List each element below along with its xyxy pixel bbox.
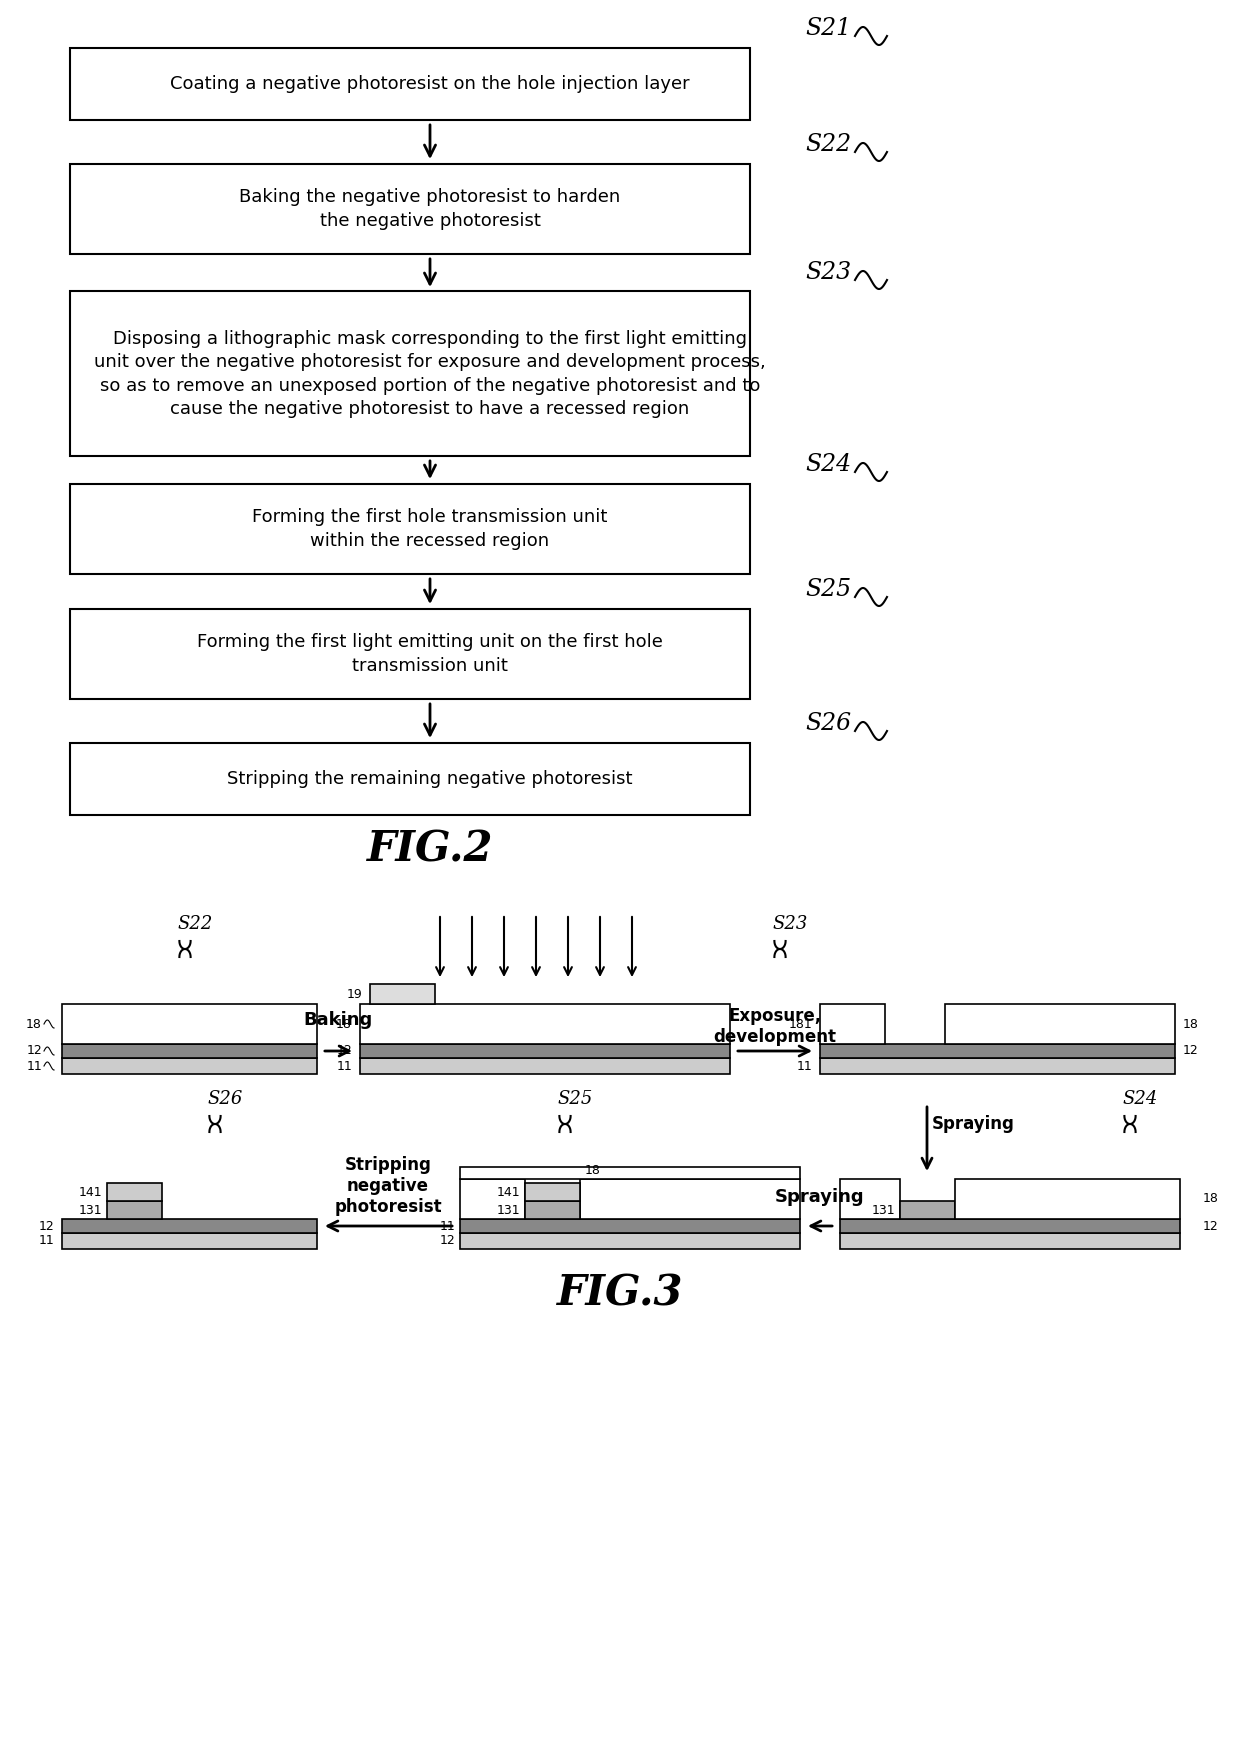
Text: 12: 12 [26,1044,42,1058]
Text: S22: S22 [805,133,851,156]
Text: Disposing a lithographic mask corresponding to the first light emitting
unit ove: Disposing a lithographic mask correspond… [94,330,766,419]
Bar [945,1003,1176,1044]
Text: S23: S23 [773,916,807,933]
Text: Forming the first hole transmission unit
within the recessed region: Forming the first hole transmission unit… [252,509,608,549]
Bar [900,1201,955,1219]
Text: 12: 12 [1203,1219,1219,1233]
Text: 18: 18 [1183,1017,1199,1031]
Text: 19: 19 [346,988,362,1000]
Bar [62,1003,317,1044]
Text: Baking: Baking [304,1010,373,1030]
Bar [580,1179,800,1219]
Text: Exposure,
development: Exposure, development [713,1007,837,1045]
Text: 18: 18 [1203,1193,1219,1205]
Bar [69,47,750,119]
Text: FIG.3: FIG.3 [557,1273,683,1316]
Text: Forming the first light emitting unit on the first hole
transmission unit: Forming the first light emitting unit on… [197,633,663,675]
Bar [839,1219,1180,1233]
Text: Coating a negative photoresist on the hole injection layer: Coating a negative photoresist on the ho… [170,75,689,93]
Text: 11: 11 [796,1059,812,1072]
Text: S24: S24 [805,453,851,475]
Text: 12: 12 [38,1219,55,1233]
Text: FIG.2: FIG.2 [367,828,494,870]
Text: S24: S24 [1122,1089,1158,1109]
Text: 11: 11 [38,1235,55,1247]
Text: Stripping
negative
photoresist: Stripping negative photoresist [335,1156,441,1216]
Bar [69,484,750,574]
Bar [107,1182,162,1201]
Text: S26: S26 [207,1089,243,1109]
Text: 12: 12 [439,1235,455,1247]
Bar [360,1044,730,1058]
Text: 131: 131 [78,1203,102,1217]
Bar [62,1219,317,1233]
Text: Baking the negative photoresist to harden
the negative photoresist: Baking the negative photoresist to harde… [239,188,621,230]
Text: 12: 12 [336,1044,352,1058]
Text: 18: 18 [585,1165,601,1177]
Text: 18: 18 [336,1017,352,1031]
Bar [460,1179,525,1219]
Text: 141: 141 [78,1186,102,1198]
Text: S23: S23 [805,261,851,284]
Bar [370,984,435,1003]
Bar [839,1179,900,1219]
Bar [62,1233,317,1249]
Bar [69,744,750,816]
Bar [820,1003,885,1044]
Text: 11: 11 [439,1219,455,1233]
Text: Stripping the remaining negative photoresist: Stripping the remaining negative photore… [227,770,632,788]
Bar [955,1179,1180,1219]
Bar [69,291,750,456]
Text: 18: 18 [26,1017,42,1031]
Text: 131: 131 [496,1203,520,1217]
Text: 131: 131 [872,1203,895,1217]
Text: 12: 12 [1183,1044,1199,1058]
Text: 11: 11 [26,1059,42,1072]
Text: S21: S21 [805,18,851,40]
Bar [460,1219,800,1233]
Bar [69,609,750,700]
Bar [69,165,750,254]
Bar [839,1233,1180,1249]
Text: S22: S22 [177,916,213,933]
Bar [62,1058,317,1073]
Text: 11: 11 [336,1059,352,1072]
Text: S26: S26 [805,712,851,735]
Bar [820,1058,1176,1073]
Text: S25: S25 [805,579,851,602]
Bar [525,1182,580,1201]
Bar [460,1166,800,1179]
Bar [820,1044,1176,1058]
Text: Spraying: Spraying [775,1187,864,1207]
Text: 181: 181 [789,1017,812,1031]
Text: S25: S25 [557,1089,593,1109]
Bar [360,1058,730,1073]
Bar [107,1201,162,1219]
Text: Spraying: Spraying [932,1116,1014,1133]
Bar [525,1201,580,1219]
Bar [360,1003,730,1044]
Text: 141: 141 [496,1186,520,1198]
Bar [460,1233,800,1249]
Bar [62,1044,317,1058]
